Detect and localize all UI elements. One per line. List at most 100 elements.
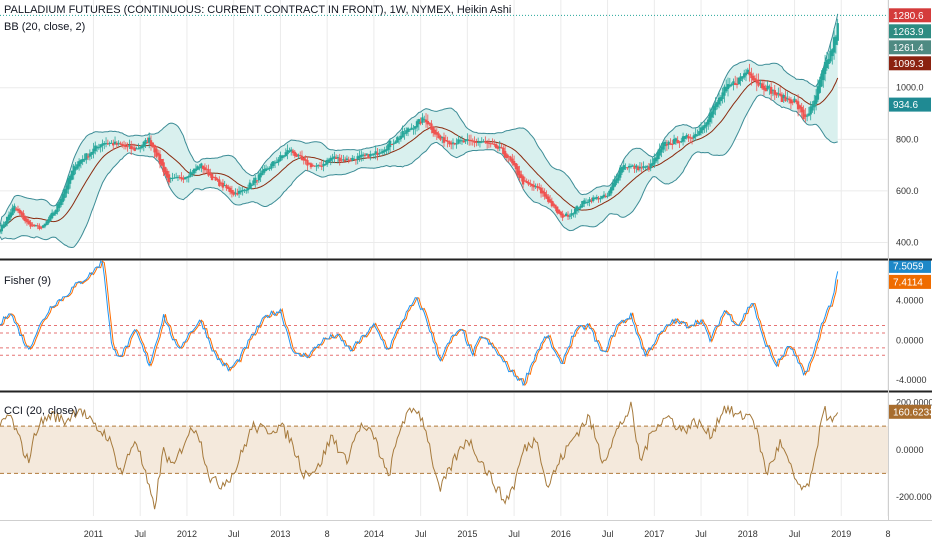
candle-body[interactable] bbox=[333, 156, 336, 159]
candle-body[interactable] bbox=[493, 143, 496, 145]
candle-body[interactable] bbox=[802, 109, 805, 120]
candle-body[interactable] bbox=[556, 206, 559, 213]
candle-body[interactable] bbox=[581, 201, 584, 207]
bb-basis[interactable] bbox=[0, 77, 839, 232]
candle-body[interactable] bbox=[397, 138, 401, 140]
candle-body[interactable] bbox=[189, 171, 192, 177]
candle-body[interactable] bbox=[541, 190, 545, 194]
candle-body[interactable] bbox=[272, 161, 275, 166]
candle-body[interactable] bbox=[734, 83, 737, 85]
candle-body[interactable] bbox=[130, 145, 133, 150]
candle-body[interactable] bbox=[644, 166, 647, 168]
candle-body[interactable] bbox=[212, 176, 216, 178]
candle-body[interactable] bbox=[699, 127, 703, 134]
candle-body[interactable] bbox=[462, 140, 465, 143]
candle-body[interactable] bbox=[358, 155, 361, 158]
candle-body[interactable] bbox=[354, 159, 358, 161]
candle-body[interactable] bbox=[77, 161, 81, 167]
candle-body[interactable] bbox=[575, 206, 579, 212]
candle-body[interactable] bbox=[261, 170, 264, 176]
candle-body[interactable] bbox=[469, 139, 473, 141]
candle-body[interactable] bbox=[487, 142, 491, 144]
candle-body[interactable] bbox=[451, 142, 455, 144]
candle-body[interactable] bbox=[293, 151, 296, 156]
candle-body[interactable] bbox=[804, 114, 807, 117]
candle-body[interactable] bbox=[308, 162, 311, 164]
candle-body[interactable] bbox=[557, 209, 561, 214]
candle-body[interactable] bbox=[149, 140, 153, 146]
candle-body[interactable] bbox=[701, 126, 705, 131]
candle-body[interactable] bbox=[496, 146, 500, 149]
candle-body[interactable] bbox=[405, 130, 408, 134]
cci-badge[interactable]: 160.6233 bbox=[893, 407, 932, 418]
candle-body[interactable] bbox=[532, 185, 536, 188]
candle-body[interactable] bbox=[685, 134, 688, 138]
candle-body[interactable] bbox=[593, 198, 597, 200]
candle-body[interactable] bbox=[365, 153, 368, 156]
candle-body[interactable] bbox=[94, 145, 97, 152]
candle-body[interactable] bbox=[131, 147, 135, 149]
candle-body[interactable] bbox=[778, 93, 782, 96]
candle-body[interactable] bbox=[191, 172, 194, 175]
candle-body[interactable] bbox=[771, 89, 775, 91]
candle-body[interactable] bbox=[306, 160, 309, 166]
candle-body[interactable] bbox=[829, 50, 832, 62]
candle-body[interactable] bbox=[725, 86, 728, 92]
candle-body[interactable] bbox=[597, 197, 600, 200]
candle-body[interactable] bbox=[139, 147, 142, 149]
candle-body[interactable] bbox=[744, 72, 748, 76]
candle-body[interactable] bbox=[97, 147, 101, 149]
candle-body[interactable] bbox=[299, 155, 302, 157]
candle-body[interactable] bbox=[798, 105, 802, 109]
candle-body[interactable] bbox=[674, 138, 678, 142]
candle-body[interactable] bbox=[297, 154, 300, 156]
candle-body[interactable] bbox=[777, 93, 780, 95]
candle-body[interactable] bbox=[232, 191, 235, 195]
candle-body[interactable] bbox=[831, 49, 834, 57]
candle-body[interactable] bbox=[748, 71, 751, 76]
candle-body[interactable] bbox=[340, 159, 343, 161]
candle-body[interactable] bbox=[148, 137, 151, 143]
candle-body[interactable] bbox=[327, 159, 331, 163]
candle-body[interactable] bbox=[672, 138, 676, 145]
candle-body[interactable] bbox=[185, 177, 189, 179]
candle-body[interactable] bbox=[372, 153, 376, 155]
candle-body[interactable] bbox=[376, 152, 379, 155]
candle-body[interactable] bbox=[613, 179, 616, 187]
candle-body[interactable] bbox=[378, 153, 381, 155]
candle-body[interactable] bbox=[721, 92, 724, 100]
candle-body[interactable] bbox=[654, 157, 658, 162]
candle-body[interactable] bbox=[450, 142, 453, 145]
candle-body[interactable] bbox=[63, 189, 66, 198]
candle-body[interactable] bbox=[500, 147, 503, 149]
fisher-pane[interactable] bbox=[0, 260, 888, 387]
price-badge-bg[interactable] bbox=[889, 56, 931, 71]
candle-body[interactable] bbox=[406, 128, 410, 132]
candle-body[interactable] bbox=[602, 194, 606, 198]
candle-body[interactable] bbox=[423, 119, 426, 121]
candle-body[interactable] bbox=[687, 136, 690, 139]
candle-body[interactable] bbox=[619, 167, 622, 178]
candle-body[interactable] bbox=[158, 154, 162, 164]
candle-body[interactable] bbox=[7, 214, 11, 221]
candle-body[interactable] bbox=[759, 83, 762, 85]
candle-body[interactable] bbox=[56, 204, 59, 213]
candle-body[interactable] bbox=[68, 175, 72, 184]
candle-body[interactable] bbox=[34, 225, 38, 227]
candle-body[interactable] bbox=[343, 159, 347, 162]
candle-body[interactable] bbox=[676, 139, 679, 144]
candle-body[interactable] bbox=[669, 143, 672, 145]
price-badge[interactable]: 1261.4 bbox=[893, 43, 924, 54]
fisher-badge-bg[interactable] bbox=[889, 274, 931, 289]
candle-body[interactable] bbox=[361, 154, 365, 156]
candle-body[interactable] bbox=[342, 159, 345, 161]
candle-body[interactable] bbox=[86, 156, 90, 158]
candle-body[interactable] bbox=[288, 150, 291, 153]
candle-body[interactable] bbox=[88, 153, 92, 157]
candle-body[interactable] bbox=[334, 157, 338, 159]
candle-body[interactable] bbox=[0, 225, 4, 232]
price-badge[interactable]: 1099.3 bbox=[893, 59, 924, 70]
candle-body[interactable] bbox=[36, 225, 39, 227]
candle-body[interactable] bbox=[671, 144, 674, 145]
